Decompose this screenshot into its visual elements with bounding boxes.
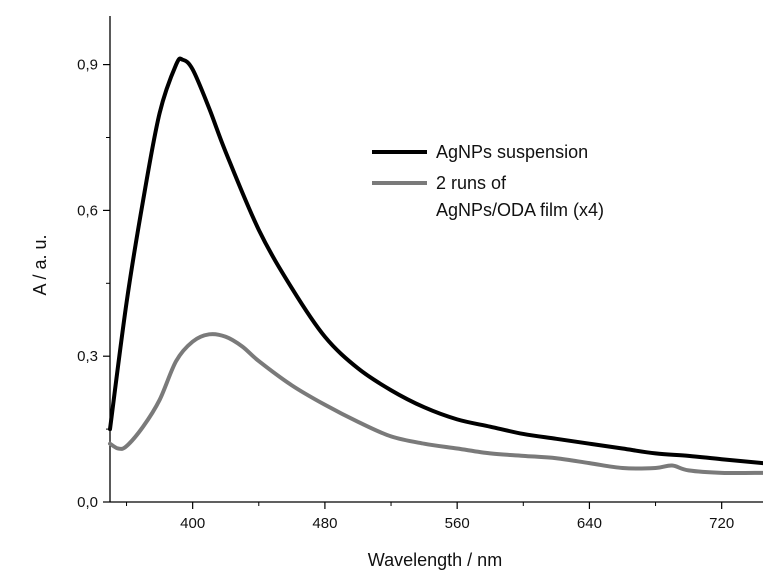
y-tick-label: 0,0 — [77, 494, 98, 511]
x-tick-label: 720 — [709, 515, 734, 532]
plot-area: 400 480 560 640 720 0,0 0,3 0,6 0,9 — [77, 16, 763, 532]
x-tick-label: 480 — [312, 515, 337, 532]
series-line-agnps-suspension — [108, 56, 763, 466]
legend-label-agnps-suspension: AgNPs suspension — [436, 142, 588, 162]
x-tick-label: 400 — [180, 515, 205, 532]
legend-label-agnps-oda-film: 2 runs of AgNPs/ODA film (x4) — [436, 173, 604, 220]
y-axis-title: A / a. u. — [30, 234, 50, 295]
x-axis-ticks: 400 480 560 640 720 — [126, 502, 734, 532]
legend: AgNPs suspension 2 runs of AgNPs/ODA film… — [372, 142, 604, 220]
x-axis-title: Wavelength / nm — [368, 550, 502, 570]
y-tick-label: 0,3 — [77, 348, 98, 365]
series-line-agnps-oda-film — [108, 332, 763, 476]
x-tick-label: 640 — [577, 515, 602, 532]
series-group — [108, 56, 763, 476]
y-tick-label: 0,9 — [77, 57, 98, 74]
y-tick-label: 0,6 — [77, 202, 98, 219]
x-tick-label: 560 — [445, 515, 470, 532]
y-axis-ticks: 0,0 0,3 0,6 0,9 — [77, 57, 110, 511]
